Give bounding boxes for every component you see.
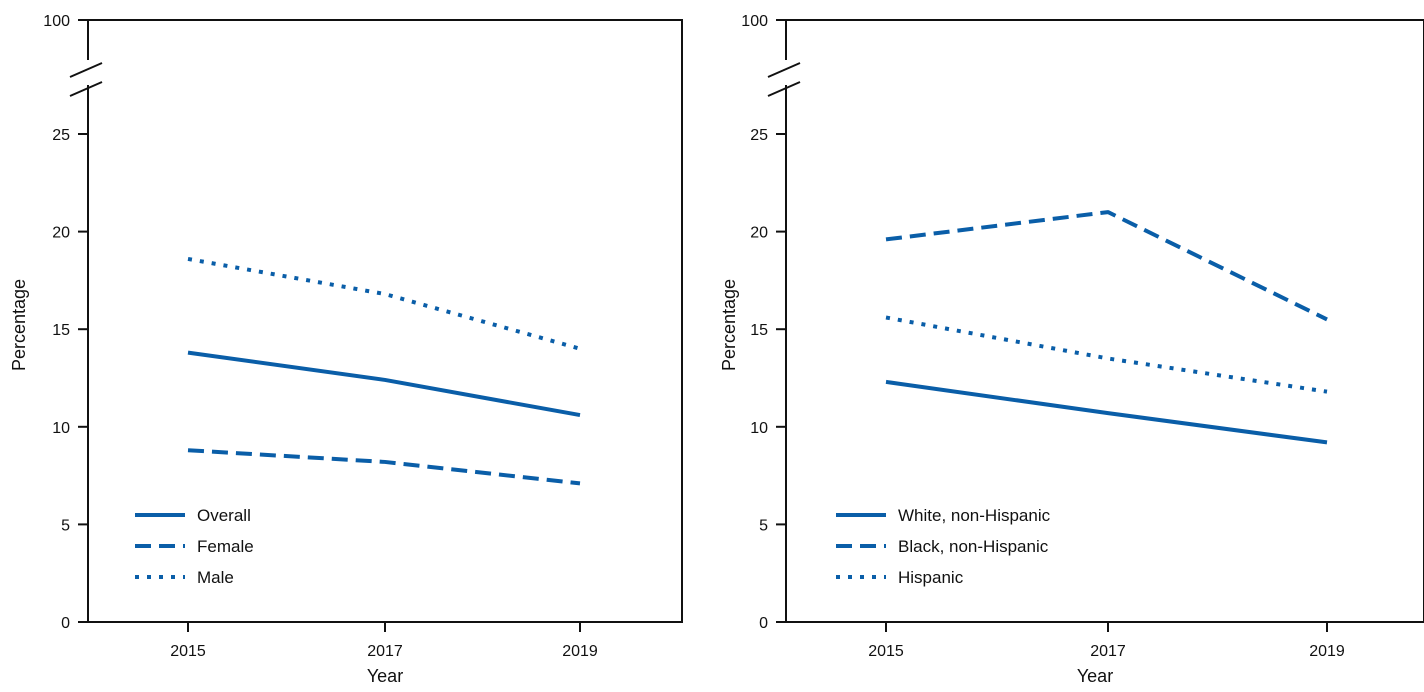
y-axis-break-mark [767, 81, 801, 97]
series-line-white-non-hispanic [885, 379, 1328, 445]
x-tick-label: 2017 [1090, 643, 1126, 660]
x-axis-title: Year [367, 666, 403, 686]
y-tick-label: 0 [61, 615, 70, 632]
y-tick-label: 5 [759, 517, 768, 534]
y-tick-label: 20 [52, 225, 70, 242]
y-tick-label: 15 [52, 322, 70, 339]
y-tick-label: 25 [52, 127, 70, 144]
x-axis-title: Year [1077, 666, 1113, 686]
y-tick-label: 5 [61, 517, 70, 534]
y-tick-label: 100 [43, 13, 70, 30]
x-tick-label: 2015 [868, 643, 904, 660]
y-axis-break-mark [767, 62, 801, 78]
y-axis-break-mark [69, 81, 103, 97]
series-line-black-non-hispanic [885, 210, 1328, 322]
series-line-male [187, 256, 581, 351]
y-tick-label: 0 [759, 615, 768, 632]
x-tick-label: 2019 [1309, 643, 1345, 660]
y-tick-label: 20 [750, 225, 768, 242]
legend-label-overall: Overall [197, 506, 251, 525]
y-tick-label: 15 [750, 322, 768, 339]
plot-frame [785, 19, 1424, 623]
y-tick-label: 25 [750, 127, 768, 144]
plot-frame [87, 19, 683, 623]
legend-label-black-non-hispanic: Black, non-Hispanic [898, 537, 1049, 556]
series-line-hispanic [885, 315, 1328, 394]
chart-panel-by-sex: 0 5 10 15 20 25 100 2015 2017 2019 Year Percentage O… [9, 13, 683, 686]
series-line-female [187, 448, 581, 486]
legend-label-hispanic: Hispanic [898, 568, 964, 587]
legend-label-female: Female [197, 537, 254, 556]
legend-label-male: Male [197, 568, 234, 587]
x-tick-label: 2015 [170, 643, 206, 660]
y-axis-title: Percentage [719, 279, 739, 371]
series-line-overall [187, 350, 581, 418]
x-tick-label: 2019 [562, 643, 598, 660]
x-tick-label: 2017 [367, 643, 403, 660]
legend-label-white-non-hispanic: White, non-Hispanic [898, 506, 1051, 525]
y-axis-title: Percentage [9, 279, 29, 371]
y-tick-label: 10 [750, 420, 768, 437]
chart-panel-by-race-ethnicity: 0 5 10 15 20 25 100 2015 2017 2019 Year Percentage W… [719, 13, 1424, 686]
y-axis-break-mark [69, 62, 103, 78]
y-tick-label: 100 [741, 13, 768, 30]
y-tick-label: 10 [52, 420, 70, 437]
